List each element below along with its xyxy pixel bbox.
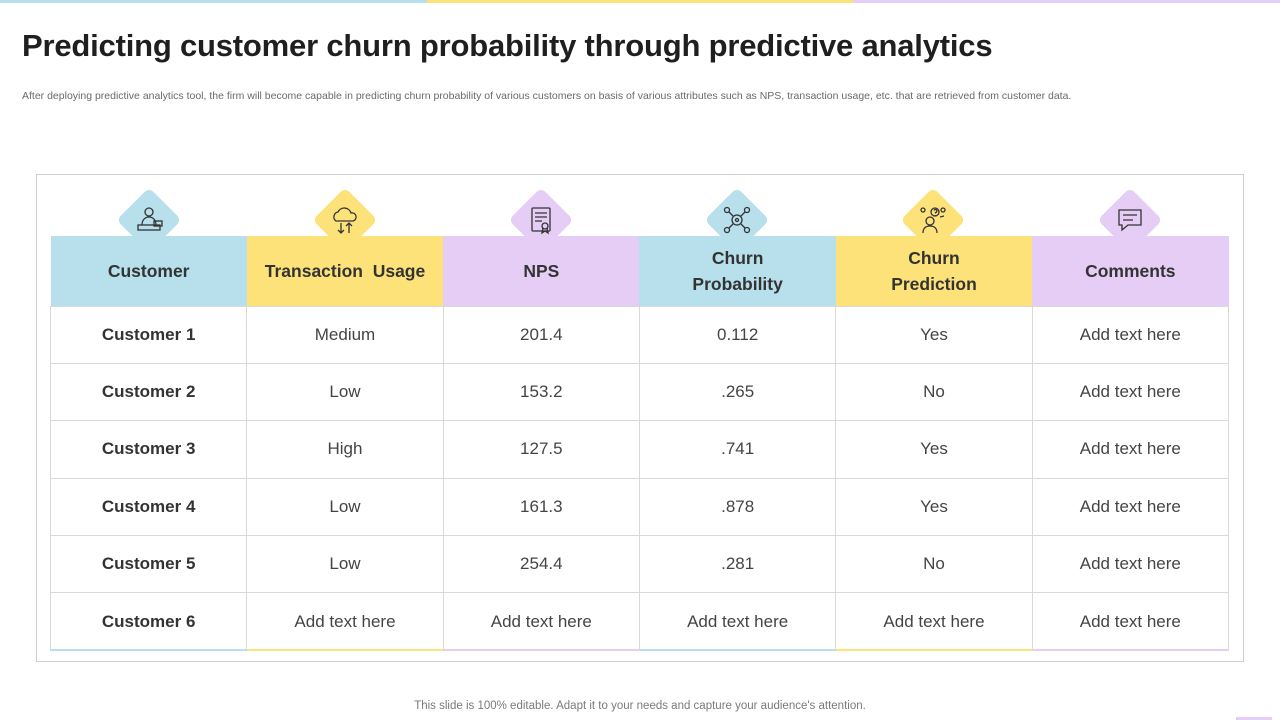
churn-table: Customer Transaction Usage NPS Churn Pro… [49, 236, 1230, 651]
table-cell: 0.112 [638, 305, 837, 364]
table-cell: Yes [835, 305, 1033, 364]
user-desk-icon [137, 207, 163, 231]
table-cell: .878 [638, 477, 837, 537]
table-cell: 127.5 [442, 420, 640, 479]
header-churn-probability: Churn Probability [639, 236, 836, 306]
table-cell: Low [246, 362, 444, 422]
corner-accent [1236, 717, 1272, 720]
table-row: Customer 5 Low 254.4 .281 No Add text he… [49, 535, 1230, 594]
table-cell: Customer 3 [49, 420, 248, 479]
table-cell: Customer 2 [49, 362, 248, 422]
table-cell: Yes [835, 477, 1033, 537]
header-customer: Customer [50, 236, 247, 306]
table-cell: Add text here [1031, 420, 1230, 479]
table-cell: No [835, 362, 1033, 422]
table-cell: Add text here [1031, 535, 1230, 594]
cloud-transfer-icon [333, 207, 357, 234]
certificate-icon [531, 207, 551, 235]
page-subtitle: After deploying predictive analytics too… [22, 90, 1072, 102]
table-row: Customer 3 High 127.5 .741 Yes Add text … [49, 420, 1230, 479]
table-cell: .281 [638, 535, 837, 594]
table-cell: Low [246, 535, 444, 594]
table-cell: 153.2 [442, 362, 640, 422]
user-question-icon [920, 207, 946, 234]
table-cell: Add text here [1031, 592, 1230, 651]
page-title: Predicting customer churn probability th… [22, 28, 993, 63]
header-transaction-usage: Transaction Usage [246, 236, 444, 306]
table-bottom-accent [50, 649, 1229, 651]
table-header-row: Customer Transaction Usage NPS Churn Pro… [50, 236, 1229, 306]
table-cell: Add text here [638, 592, 837, 651]
table-cell: .741 [638, 420, 837, 479]
table-cell: Add text here [246, 592, 444, 651]
table-cell: High [246, 420, 444, 479]
table-cell: Add text here [835, 592, 1033, 651]
network-gear-icon [723, 206, 751, 234]
table-cell: .265 [638, 362, 837, 422]
top-color-bar [0, 0, 1280, 3]
table-cell: Add text here [1031, 362, 1230, 422]
header-nps: NPS [443, 236, 640, 306]
table-row: Customer 2 Low 153.2 .265 No Add text he… [49, 362, 1230, 422]
header-comments: Comments [1032, 236, 1229, 306]
table-cell: 254.4 [442, 535, 640, 594]
table-cell: 161.3 [442, 477, 640, 537]
table-cell: Medium [246, 305, 444, 364]
table-row: Customer 6 Add text here Add text here A… [49, 592, 1230, 651]
table-row: Customer 1 Medium 201.4 0.112 Yes Add te… [49, 305, 1230, 364]
table-cell: Yes [835, 420, 1033, 479]
table-cell: 201.4 [442, 305, 640, 364]
table-row: Customer 4 Low 161.3 .878 Yes Add text h… [49, 477, 1230, 537]
header-churn-prediction: Churn Prediction [835, 236, 1033, 306]
table-cell: Customer 5 [49, 535, 248, 594]
table-cell: Customer 6 [49, 592, 248, 651]
footer-note: This slide is 100% editable. Adapt it to… [414, 700, 866, 712]
table-cell: Add text here [1031, 305, 1230, 364]
chat-message-icon [1118, 209, 1142, 232]
table-cell: Low [246, 477, 444, 537]
table-frame [36, 174, 1244, 662]
table-cell: Customer 4 [49, 477, 248, 537]
table-cell: Add text here [1031, 477, 1230, 537]
table-cell: Add text here [442, 592, 640, 651]
table-cell: Customer 1 [49, 305, 248, 364]
table-cell: No [835, 535, 1033, 594]
